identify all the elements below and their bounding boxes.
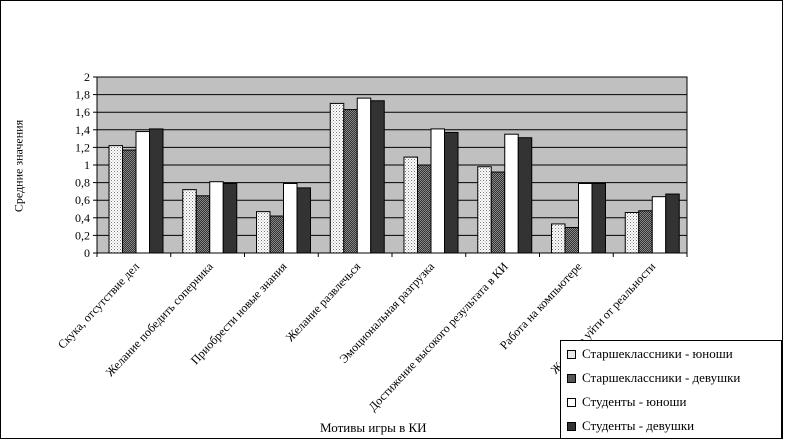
bar: [504, 133, 519, 254]
x-axis-title: Мотивы игры в КИ: [320, 420, 427, 435]
y-tick-label: 2: [84, 70, 90, 84]
bar: [564, 226, 579, 254]
bar: [283, 182, 298, 254]
legend-label: Студенты - юноши: [582, 394, 687, 409]
bar: [135, 131, 150, 254]
bar: [296, 187, 311, 254]
x-category-label: Достижение высокого результата в КИ: [366, 259, 511, 414]
y-tick-label: 1,4: [75, 123, 90, 137]
legend-item: Студенты - юноши: [567, 391, 686, 413]
y-tick-label: 0,4: [75, 211, 90, 225]
y-tick-label: 0: [84, 246, 90, 260]
y-tick-labels: 0 0,2 0,4 0,6 0,8 1 1,2 1,4 1,6 1,8 2: [75, 70, 90, 260]
bar: [477, 166, 492, 254]
bar: [370, 100, 385, 254]
gridlines: [97, 76, 687, 254]
legend-swatch: [567, 421, 576, 431]
y-tick-label: 1,2: [75, 140, 90, 154]
bar: [638, 210, 653, 254]
bar: [343, 109, 358, 254]
y-tick-label: 0,2: [75, 228, 90, 242]
bar: [430, 128, 445, 254]
legend-swatch: [567, 373, 576, 383]
legend-item: Студенты - девушки: [567, 415, 694, 437]
y-tick-label: 1,6: [75, 105, 90, 119]
legend-swatch: [567, 349, 576, 359]
legend-item: Старшеклассники - девушки: [567, 367, 740, 389]
bar: [490, 171, 506, 254]
bar: [209, 181, 224, 254]
bar: [651, 196, 667, 254]
bar: [403, 156, 418, 254]
y-axis-title: Средние значения: [11, 119, 26, 213]
bar: [256, 211, 271, 254]
bar: [122, 149, 137, 254]
y-tick-label: 0,6: [75, 193, 90, 207]
bar: [591, 182, 606, 254]
bar: [624, 212, 640, 254]
bar: [356, 97, 372, 254]
y-tick-label: 1,8: [75, 88, 90, 102]
bar: [195, 195, 211, 254]
legend: Старшеклассники - юноши Старшеклассники …: [560, 340, 782, 439]
x-category-label: Скука, отсутствие дел: [55, 259, 142, 351]
bar: [517, 137, 533, 254]
legend-label: Старшеклассники - юноши: [582, 346, 733, 361]
bars: [108, 97, 680, 254]
x-category-label: Работа на компьютере: [497, 259, 585, 352]
bar: [578, 182, 593, 254]
legend-label: Студенты - девушки: [582, 418, 695, 433]
legend-swatch: [567, 397, 576, 407]
legend-label: Старшеклассники - девушки: [582, 370, 741, 385]
bar: [444, 131, 459, 254]
y-tick-label: 1: [84, 158, 90, 172]
bar: [182, 189, 197, 254]
bar: [108, 145, 123, 254]
bar: [329, 102, 345, 254]
x-category-label: Желание развлечься: [283, 259, 364, 344]
y-tick-label: 0,8: [75, 176, 90, 190]
bar: [417, 164, 432, 254]
bar: [149, 128, 164, 254]
axes: [93, 76, 688, 257]
bar: [665, 193, 680, 254]
bar: [551, 223, 566, 254]
legend-item: Старшеклассники - юноши: [567, 343, 733, 365]
bar: [269, 215, 284, 254]
bar: [222, 182, 238, 254]
